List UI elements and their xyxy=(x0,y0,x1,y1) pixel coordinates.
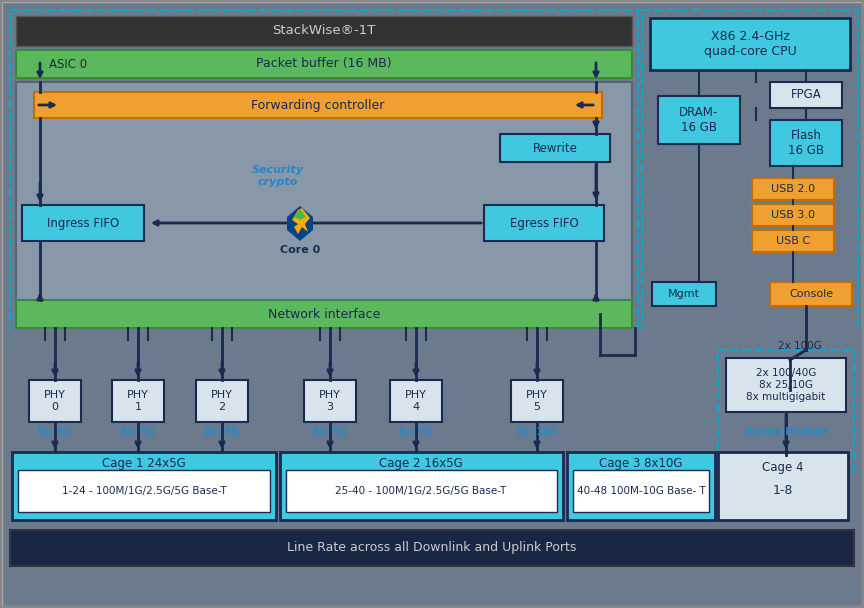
Text: DRAM-
16 GB: DRAM- 16 GB xyxy=(679,106,719,134)
Bar xyxy=(22,205,144,241)
Text: PHY
2: PHY 2 xyxy=(211,390,233,412)
Text: Ingress FIFO: Ingress FIFO xyxy=(47,216,119,229)
Text: Console: Console xyxy=(789,289,833,299)
Bar xyxy=(642,10,858,350)
Bar xyxy=(484,205,604,241)
Bar xyxy=(16,300,632,328)
Text: Rewrite: Rewrite xyxy=(532,142,577,154)
Text: 8x: 5G: 8x: 5G xyxy=(120,427,156,437)
Text: 25-40 - 100M/1G/2.5G/5G Base-T: 25-40 - 100M/1G/2.5G/5G Base-T xyxy=(335,486,506,496)
Bar xyxy=(16,82,632,300)
Bar xyxy=(718,350,854,470)
Bar xyxy=(770,82,842,108)
Text: Packet buffer (16 MB): Packet buffer (16 MB) xyxy=(257,58,391,71)
Text: Cage 4: Cage 4 xyxy=(762,461,804,474)
Text: Core 0: Core 0 xyxy=(280,245,321,255)
Bar xyxy=(29,380,81,422)
Text: Line Rate across all Downlink and Uplink Ports: Line Rate across all Downlink and Uplink… xyxy=(288,542,576,554)
Bar xyxy=(10,10,638,350)
Polygon shape xyxy=(294,209,306,220)
Bar xyxy=(573,470,709,512)
Text: 2x 100/40G
8x 25/10G
8x multigigabit: 2x 100/40G 8x 25/10G 8x multigigabit xyxy=(746,368,826,402)
Text: 1-8: 1-8 xyxy=(772,483,793,497)
Bar xyxy=(567,452,715,520)
Bar xyxy=(18,470,270,512)
Bar xyxy=(12,452,276,520)
Bar xyxy=(718,452,848,520)
Text: PHY
3: PHY 3 xyxy=(319,390,341,412)
Text: X86 2.4-GHz
quad-core CPU: X86 2.4-GHz quad-core CPU xyxy=(703,30,797,58)
Text: Forwarding controller: Forwarding controller xyxy=(251,98,384,111)
Text: Mgmt: Mgmt xyxy=(668,289,700,299)
Text: 8x: 5G: 8x: 5G xyxy=(398,427,434,437)
Text: FPGA: FPGA xyxy=(791,89,822,102)
Text: Egress FIFO: Egress FIFO xyxy=(510,216,578,229)
Text: ASIC 0: ASIC 0 xyxy=(49,58,87,71)
Text: PHY
4: PHY 4 xyxy=(405,390,427,412)
Bar xyxy=(511,380,563,422)
Bar xyxy=(390,380,442,422)
Text: StackWise®-1T: StackWise®-1T xyxy=(272,24,376,38)
Bar xyxy=(304,380,356,422)
Text: Cage 1 24x5G: Cage 1 24x5G xyxy=(102,457,186,469)
Text: Security
crypto: Security crypto xyxy=(252,165,304,187)
Bar xyxy=(286,470,557,512)
Bar xyxy=(10,330,864,560)
Text: PHY
1: PHY 1 xyxy=(127,390,149,412)
Text: 2x 100G: 2x 100G xyxy=(778,341,822,351)
Text: Flash
16 GB: Flash 16 GB xyxy=(788,129,824,157)
Text: Cage 2 16x5G: Cage 2 16x5G xyxy=(379,457,463,469)
Bar xyxy=(280,452,563,520)
Text: USB 3.0: USB 3.0 xyxy=(771,210,815,220)
Bar xyxy=(770,120,842,166)
Bar xyxy=(16,16,632,46)
Bar xyxy=(658,96,740,144)
Text: Cage 3 8x10G: Cage 3 8x10G xyxy=(600,457,683,469)
Text: 8x: 5G: 8x: 5G xyxy=(313,427,347,437)
Bar xyxy=(752,178,834,200)
Bar xyxy=(650,18,850,70)
Bar xyxy=(770,282,852,306)
Bar xyxy=(112,380,164,422)
Polygon shape xyxy=(287,206,313,241)
Text: USB 2.0: USB 2.0 xyxy=(771,184,815,194)
Bar xyxy=(34,92,602,118)
Bar xyxy=(652,282,716,306)
Text: PHY
5: PHY 5 xyxy=(526,390,548,412)
Text: 1-24 - 100M/1G/2.5G/5G Base-T: 1-24 - 100M/1G/2.5G/5G Base-T xyxy=(61,486,226,496)
Bar xyxy=(10,530,854,566)
Text: 8x: 5G: 8x: 5G xyxy=(205,427,239,437)
Text: Network interface: Network interface xyxy=(268,308,380,320)
Bar xyxy=(752,230,834,252)
Bar xyxy=(16,50,632,78)
Polygon shape xyxy=(292,208,310,234)
Bar xyxy=(726,358,846,412)
Text: USB C: USB C xyxy=(776,236,810,246)
Text: PHY
0: PHY 0 xyxy=(44,390,66,412)
Text: 8x: 10G: 8x: 10G xyxy=(516,427,558,437)
Bar xyxy=(500,134,610,162)
Text: 40-48 100M-10G Base- T: 40-48 100M-10G Base- T xyxy=(576,486,705,496)
Bar xyxy=(752,204,834,226)
Text: 8x: 5G: 8x: 5G xyxy=(37,427,73,437)
Text: Uplink Module: Uplink Module xyxy=(744,427,829,437)
Bar xyxy=(196,380,248,422)
